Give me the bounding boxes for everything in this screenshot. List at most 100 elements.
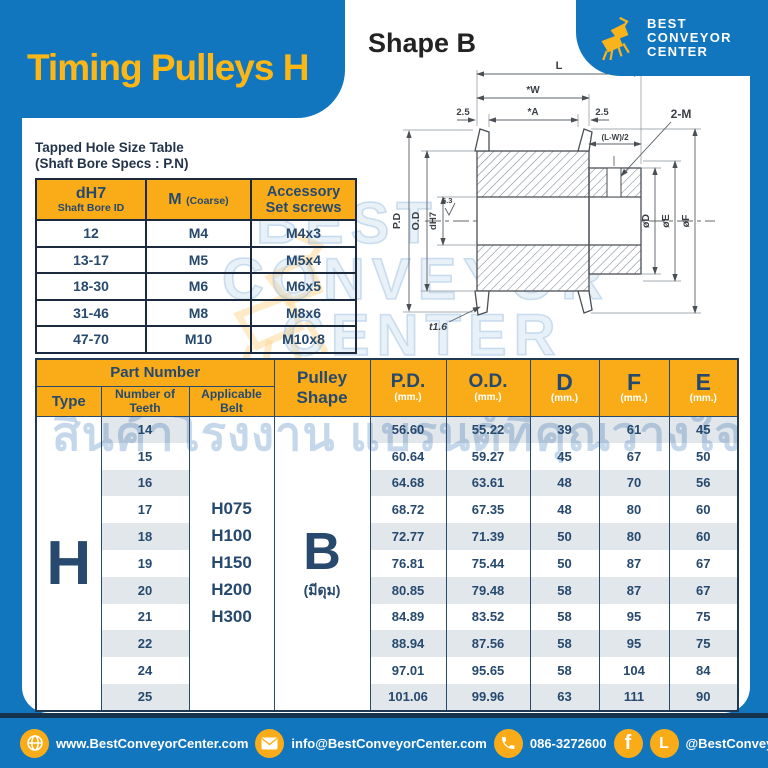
- footer-website: www.BestConveyorCenter.com: [56, 735, 249, 751]
- logo-line: BEST: [647, 16, 687, 31]
- main-table-body: H 14 H075 H100 H150 H200 H300 B (มีดุม) 56.60 55.2…: [35, 416, 739, 711]
- pd-cell: 84.89: [369, 603, 447, 631]
- footer-social: @BestConveyorCenter: [685, 735, 768, 751]
- dim-label-t: t1.6: [429, 321, 447, 333]
- table-row: 19 76.81 75.44 50 87 67: [36, 549, 739, 577]
- table-cell: M6x5: [250, 272, 357, 301]
- e-cell: 45: [668, 416, 739, 443]
- e-cell: 90: [668, 683, 739, 711]
- shape-cell: B (มีดุม): [273, 416, 371, 711]
- table-row: 13-17 M5 M5x4: [35, 245, 357, 274]
- f-cell: 67: [598, 442, 670, 470]
- f-cell: 87: [598, 549, 670, 577]
- table-row: 25 101.06 99.96 63 111 90: [36, 683, 739, 711]
- pd-cell: 68.72: [369, 496, 447, 524]
- table-cell: 47-70: [35, 325, 147, 354]
- od-cell: 71.39: [445, 523, 531, 550]
- e-cell: 56: [668, 469, 739, 497]
- facebook-icon: f: [613, 728, 643, 758]
- teeth-cell: 14: [100, 416, 190, 443]
- line-icon: L: [649, 728, 679, 758]
- col-header-pd: P.D. (mm.): [369, 358, 447, 417]
- col-header-bore-main: dH7: [75, 185, 107, 202]
- envelope-icon: [255, 728, 285, 758]
- d-cell: 58: [529, 576, 600, 604]
- facebook-glyph: f: [624, 731, 632, 754]
- teeth-cell: 20: [100, 576, 190, 604]
- table-row: Type Number of Teeth Applicable Belt: [35, 385, 738, 417]
- table-cell: M4x3: [250, 219, 357, 248]
- dim-label-a: *A: [527, 107, 538, 118]
- table-cell: M4: [145, 219, 252, 248]
- table-row: 24 97.01 95.65 58 104 84: [36, 657, 739, 684]
- belt-item: H075: [211, 499, 252, 519]
- e-cell: 50: [668, 442, 739, 470]
- table-row: 15 60.64 59.27 45 67 50: [36, 442, 739, 470]
- logo-line: CENTER: [647, 44, 709, 59]
- surface-finish-label: 6.3: [442, 196, 452, 205]
- table-row: dH7 Shaft Bore ID M (Coarse) Accessory S…: [35, 178, 357, 221]
- page-title: Timing Pulleys H: [27, 47, 309, 88]
- od-cell: 83.52: [445, 603, 531, 631]
- dim-label-offset-right: 2.5: [595, 107, 609, 118]
- table-row: 16 64.68 63.61 48 70 56: [36, 469, 739, 497]
- col-header-m: M (Coarse): [145, 178, 252, 221]
- dim-label-lw2: (L-W)/2: [601, 133, 629, 142]
- col-header-od-label: O.D.: [468, 371, 508, 393]
- d-cell: 58: [529, 630, 600, 658]
- col-header-type: Type: [35, 385, 102, 417]
- pd-cell: 97.01: [369, 657, 447, 684]
- tapped-hole-section: Tapped Hole Size Table (Shaft Bore Specs…: [35, 140, 357, 354]
- e-cell: 60: [668, 496, 739, 524]
- dim-label-2m: 2-M: [671, 107, 692, 121]
- od-cell: 63.61: [445, 469, 531, 497]
- tapped-table-title: Tapped Hole Size Table: [35, 140, 184, 155]
- teeth-cell: 24: [100, 657, 190, 684]
- shape-note: (มีดุม): [303, 582, 341, 599]
- dim-label-bore: dH7: [428, 212, 439, 230]
- tapped-table-subtitle: (Shaft Bore Specs : P.N): [35, 156, 189, 171]
- od-cell: 75.44: [445, 549, 531, 577]
- table-row: 47-70 M10 M10x8: [35, 325, 357, 354]
- f-cell: 80: [598, 523, 670, 550]
- table-cell: M10: [145, 325, 252, 354]
- col-header-d-unit: (mm.): [550, 393, 579, 405]
- pd-cell: 72.77: [369, 523, 447, 550]
- f-cell: 61: [598, 416, 670, 443]
- dim-label-od: O.D: [410, 211, 422, 230]
- e-cell: 75: [668, 630, 739, 658]
- col-header-m-main: M: [168, 190, 182, 208]
- pd-cell: 76.81: [369, 549, 447, 577]
- col-header-f-label: F: [627, 369, 642, 396]
- table-row: 22 88.94 87.56 58 95 75: [36, 630, 739, 658]
- col-header-bore-sub: Shaft Bore ID: [57, 202, 125, 214]
- footer-phone: 086-3272600: [529, 735, 607, 751]
- dim-label-w: *W: [526, 85, 540, 96]
- globe-icon: [20, 728, 49, 758]
- e-cell: 67: [668, 576, 739, 604]
- dim-label-pd: P.D: [391, 213, 403, 230]
- od-cell: 79.48: [445, 576, 531, 604]
- belt-item: H150: [211, 553, 252, 573]
- f-cell: 70: [598, 469, 670, 497]
- teeth-cell: 21: [100, 603, 190, 631]
- col-header-teeth: Number of Teeth: [100, 385, 190, 417]
- col-header-pd-unit: (mm.): [394, 392, 422, 404]
- table-row: 12 M4 M4x3: [35, 219, 357, 248]
- logo-line: CONVEYOR: [647, 30, 732, 45]
- col-header-part-number: Part Number: [35, 358, 275, 387]
- f-cell: 111: [598, 683, 670, 711]
- teeth-cell: 17: [100, 496, 190, 524]
- type-letter: H: [46, 528, 92, 598]
- col-header-pd-label: P.D.: [390, 371, 426, 393]
- pd-cell: 101.06: [369, 683, 447, 711]
- pd-cell: 80.85: [369, 576, 447, 604]
- pulley-spec-table: Part Number Pulley Shape P.D. (mm.) O.D.…: [35, 358, 740, 712]
- table-row: 20 80.85 79.48 58 87 67: [36, 576, 739, 604]
- od-cell: 67.35: [445, 496, 531, 524]
- d-cell: 58: [529, 657, 600, 684]
- table-row: H 14 H075 H100 H150 H200 H300 B (มีดุม) 56.60 55.2…: [35, 416, 739, 711]
- logo-mascot-icon: [601, 16, 630, 61]
- d-cell: 50: [529, 523, 600, 550]
